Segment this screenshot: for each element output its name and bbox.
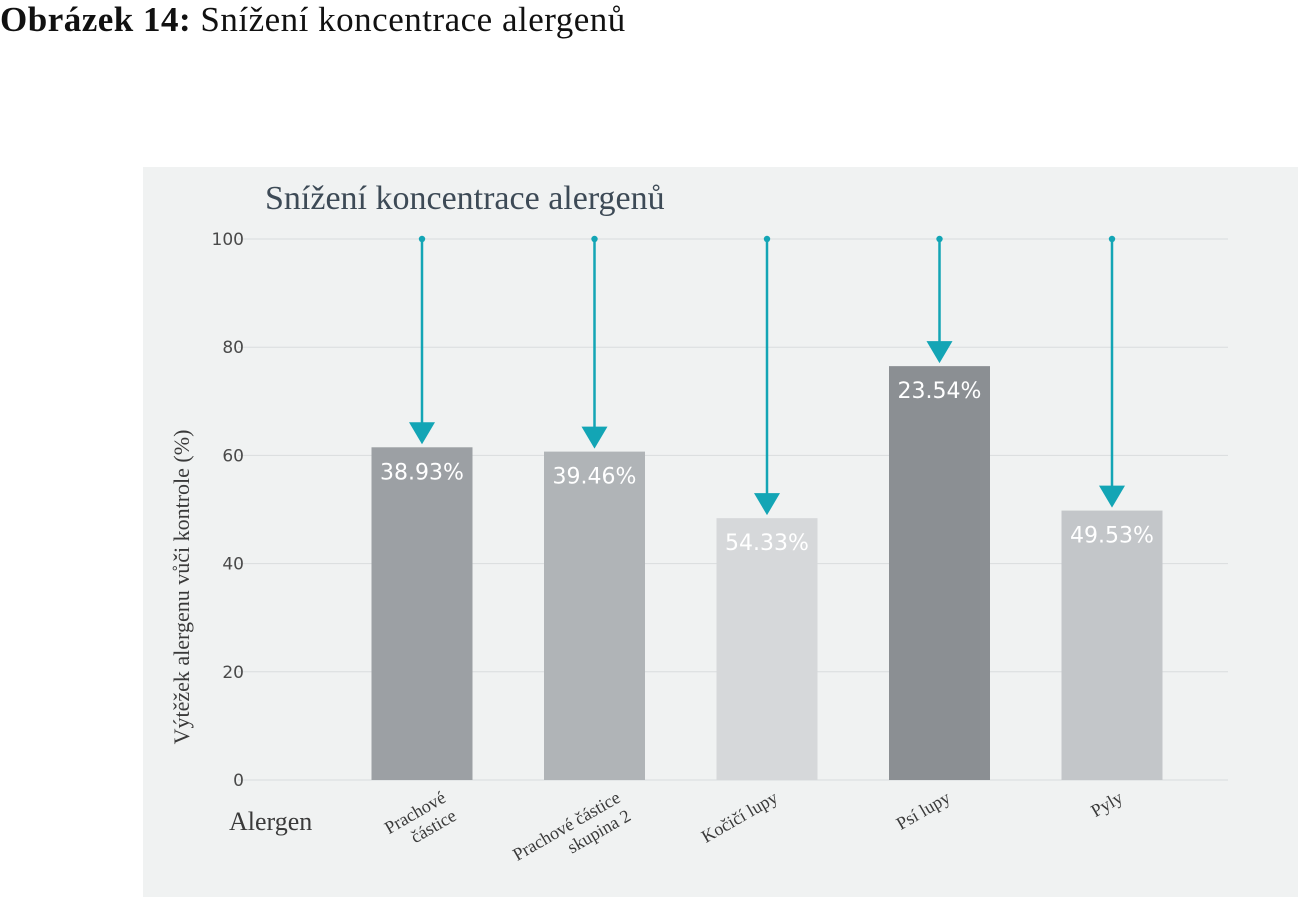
reduction-arrow-head [754,493,780,516]
chart-panel: Snížení koncentrace alergenů 0 20 40 60 80 10… [143,167,1298,897]
y-axis-title: Výtěžek alergenu vůči kontrole (%) [169,430,194,745]
reduction-arrow-head [409,422,435,445]
data-label: 23.54% [898,379,982,404]
reduction-arrow-head [926,341,953,364]
category-label-line: Psí lupy [893,787,954,834]
figure-caption-label: Obrázek 14: [0,0,192,39]
y-tick-label: 0 [233,771,244,791]
category-label: Kočičí lupy [698,787,781,847]
data-label: 54.33% [725,531,809,556]
category-label-line: Kočičí lupy [698,787,781,847]
category-label: Pyly [1087,787,1126,821]
data-label: 38.93% [380,460,464,485]
category-label: Psí lupy [893,787,954,834]
figure-caption: Obrázek 14: Snížení koncentrace alergenů [0,0,626,44]
reduction-arrow-head [581,426,608,449]
category-label-line: Pyly [1087,787,1126,821]
bar [371,447,473,780]
y-tick-label: 60 [222,446,244,466]
reduction-arrow-head [1099,485,1125,508]
y-tick-label: 100 [212,230,244,250]
chart-title: Snížení koncentrace alergenů [265,180,665,217]
bar [1061,510,1163,780]
y-tick-label: 80 [222,338,244,358]
data-label: 39.46% [553,465,637,490]
bar [716,518,818,780]
bar [544,451,645,780]
data-label: 49.53% [1070,524,1154,549]
x-axis-title: Alergen [229,807,312,836]
bar-chart: Snížení koncentrace alergenů 0 20 40 60 80 10… [169,180,1228,865]
y-tick-label: 40 [222,555,244,575]
figure-caption-text: Snížení koncentrace alergenů [200,0,626,39]
y-tick-label: 20 [222,663,244,683]
bar [889,366,990,780]
